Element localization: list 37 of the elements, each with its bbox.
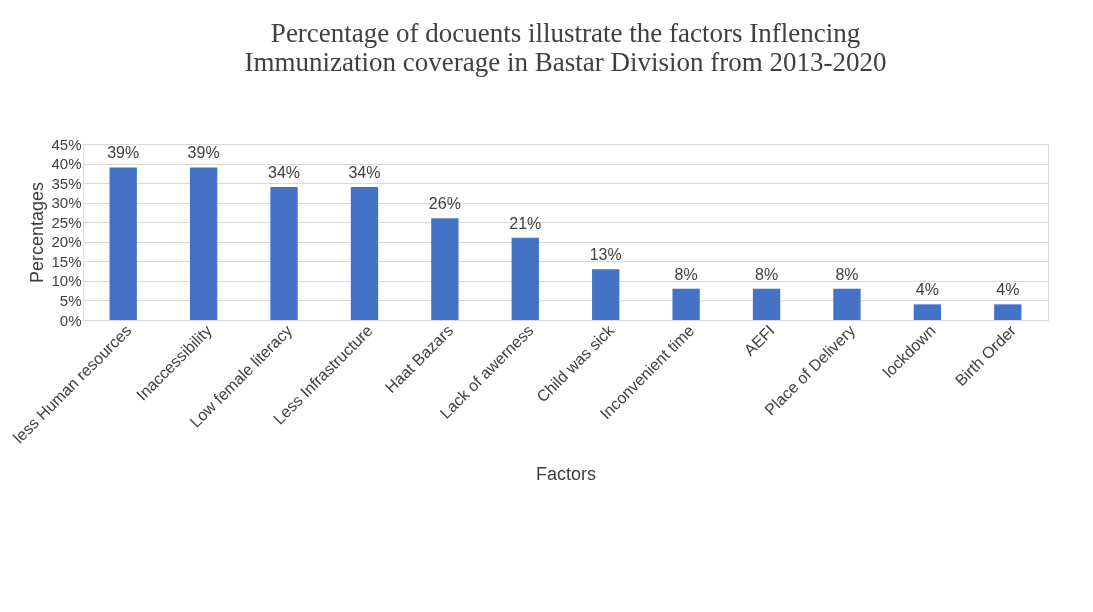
data-label: 8% xyxy=(674,265,698,283)
y-tick-label: 30% xyxy=(51,194,82,212)
data-label: 34% xyxy=(268,164,301,182)
y-tick-label: 40% xyxy=(51,155,82,173)
y-tick-label: 10% xyxy=(51,272,82,290)
data-label: 39% xyxy=(187,144,220,162)
bar xyxy=(913,304,942,320)
y-tick-label: 35% xyxy=(51,174,82,192)
chart-title: Percentage of docuents illustrate the factors Inflencing Immunization coverage in Bastar Division from 2013-2020 xyxy=(244,18,887,77)
x-axis-title: Factors xyxy=(535,464,597,485)
bar xyxy=(109,167,137,320)
bar xyxy=(752,288,781,320)
data-label: 21% xyxy=(509,214,542,232)
bar xyxy=(431,218,459,320)
y-tick-label: 20% xyxy=(51,233,82,251)
data-label: 13% xyxy=(589,246,622,264)
bar xyxy=(350,187,379,320)
y-axis-title: Percentages xyxy=(27,181,48,284)
data-label: 8% xyxy=(835,265,859,283)
bar xyxy=(672,288,700,320)
bar xyxy=(592,269,620,320)
bar xyxy=(270,187,298,320)
data-label: 8% xyxy=(754,265,779,283)
bar xyxy=(511,237,539,320)
y-tick-label: 45% xyxy=(51,135,82,153)
bar xyxy=(833,288,861,320)
bar xyxy=(994,304,1022,320)
y-tick-label: 0% xyxy=(59,311,82,329)
bar xyxy=(189,167,218,320)
y-tick-label: 15% xyxy=(51,252,82,270)
y-tick-label: 5% xyxy=(59,291,82,309)
data-label: 4% xyxy=(996,281,1020,299)
data-label: 39% xyxy=(107,144,140,162)
data-label: 34% xyxy=(348,164,381,182)
y-tick-label: 25% xyxy=(51,213,82,231)
data-label: 4% xyxy=(915,281,939,299)
data-label: 26% xyxy=(428,195,461,213)
